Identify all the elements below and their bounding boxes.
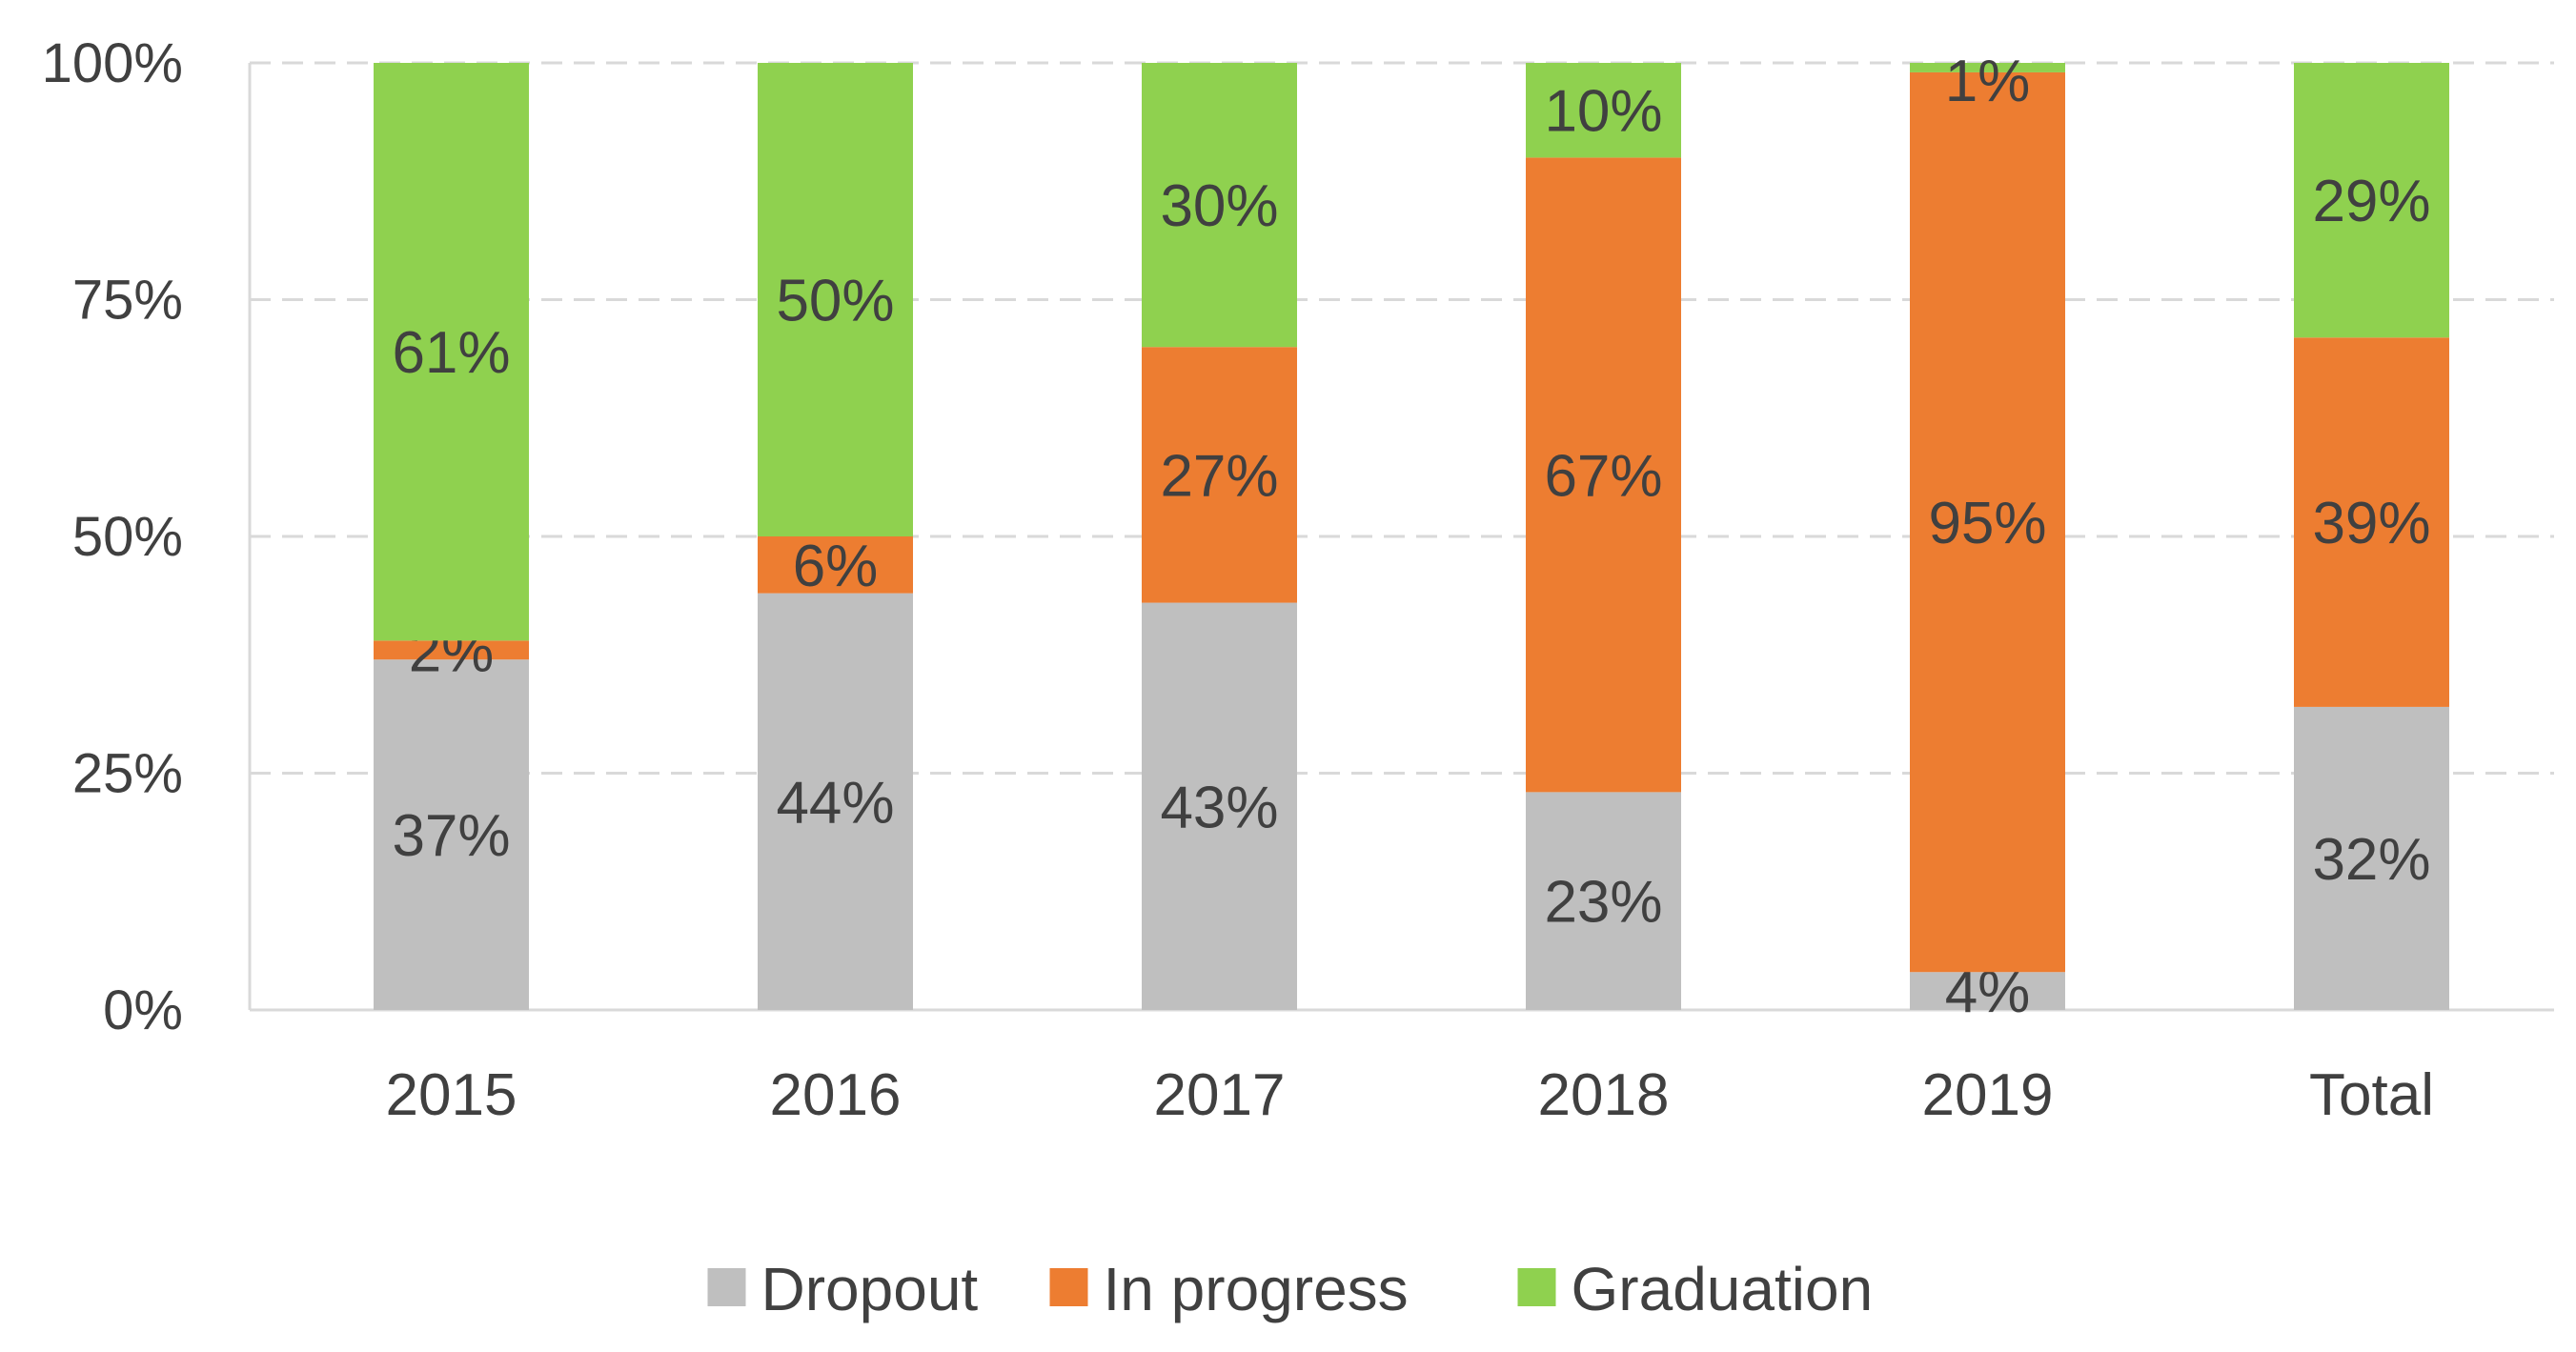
x-tick-label: 2017	[1154, 1062, 1286, 1128]
bar-in-progress	[758, 536, 913, 594]
data-label: 1%	[1945, 49, 2031, 114]
bar-graduation	[2294, 63, 2449, 338]
bar-in-progress	[1910, 71, 2065, 973]
bar-dropout	[2294, 706, 2449, 1010]
legend-swatch	[1049, 1268, 1088, 1306]
data-label: 32%	[2312, 827, 2430, 893]
data-label: 44%	[776, 770, 894, 836]
x-tick-label: 2018	[1538, 1062, 1670, 1128]
y-tick-label: 0%	[103, 979, 183, 1041]
bar-graduation	[374, 63, 529, 641]
data-label: 50%	[776, 269, 894, 334]
x-tick-label: Total	[2309, 1062, 2434, 1128]
bar-dropout	[374, 659, 529, 1010]
data-label: 10%	[1544, 79, 1662, 145]
bar-graduation	[1142, 63, 1297, 348]
y-tick-label: 100%	[42, 32, 183, 94]
data-label: 95%	[1928, 491, 2046, 556]
bar-in-progress	[2294, 337, 2449, 707]
bar-dropout	[1910, 972, 2065, 1010]
bar-in-progress	[374, 640, 529, 660]
legend-label: Dropout	[761, 1255, 979, 1323]
bar-in-progress	[1526, 157, 1681, 793]
x-tick-label: 2015	[386, 1062, 517, 1128]
y-tick-label: 50%	[72, 506, 183, 568]
bar-graduation	[1526, 63, 1681, 158]
legend-swatch	[1517, 1268, 1556, 1306]
bar-graduation	[758, 63, 913, 536]
data-label: 29%	[2312, 169, 2430, 234]
legend-swatch	[707, 1268, 746, 1306]
data-label: 37%	[392, 803, 510, 869]
bar-graduation	[1910, 63, 2065, 72]
legend-label: In progress	[1104, 1255, 1409, 1323]
data-label: 27%	[1160, 443, 1278, 509]
data-label: 61%	[392, 320, 510, 386]
data-label: 23%	[1544, 870, 1662, 936]
y-tick-label: 25%	[72, 743, 183, 805]
bar-dropout	[1142, 602, 1297, 1010]
x-tick-label: 2019	[1922, 1062, 2054, 1128]
bar-dropout	[758, 593, 913, 1010]
legend-label: Graduation	[1572, 1255, 1874, 1323]
data-label: 30%	[1160, 173, 1278, 239]
data-label: 39%	[2312, 491, 2430, 556]
bar-dropout	[1526, 792, 1681, 1010]
data-label: 43%	[1160, 775, 1278, 840]
data-label: 6%	[793, 534, 879, 599]
bar-in-progress	[1142, 347, 1297, 603]
x-tick-label: 2016	[770, 1062, 902, 1128]
data-label: 67%	[1544, 443, 1662, 509]
y-tick-label: 75%	[72, 270, 183, 332]
